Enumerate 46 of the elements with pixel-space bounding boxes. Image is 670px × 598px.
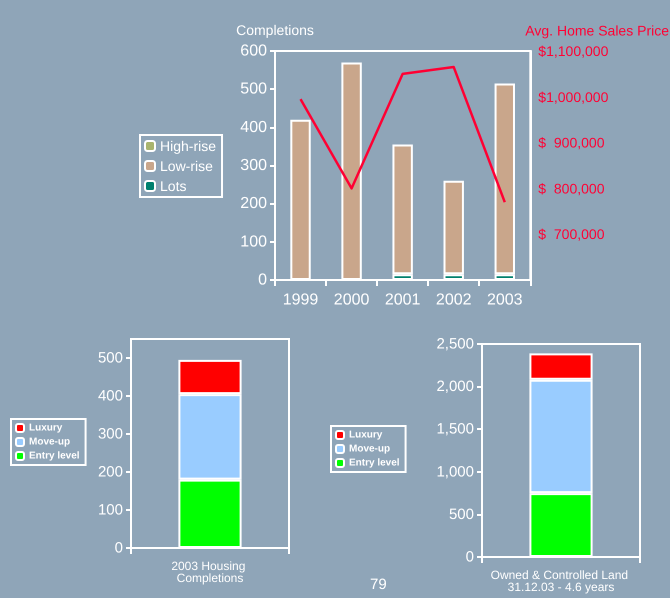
y-tick-label: 500	[98, 350, 123, 366]
legend-label: High-rise	[160, 138, 216, 154]
bar	[341, 62, 362, 280]
y-tick-label: 100	[98, 502, 123, 518]
y2-tick-label: $1,000,000	[538, 88, 609, 105]
y-tick-label: 200	[240, 195, 268, 212]
y-tick-label: 2,000	[436, 378, 474, 396]
y-tick-label: 1,500	[436, 420, 474, 438]
y-tick-label: 500	[448, 506, 474, 523]
x-tick-label: 2001	[384, 292, 421, 308]
y-tick-label: 1,000	[436, 463, 474, 480]
y-tick-label: 100	[240, 233, 268, 250]
x-tick-label: 2003 Housing Completions	[171, 559, 249, 585]
legend-label: Entry level	[349, 458, 400, 468]
y-tick-label: 200	[98, 464, 123, 480]
line-series	[299, 66, 506, 204]
x-tick-label: 2002	[436, 292, 472, 308]
legend-label: Entry level	[29, 450, 80, 462]
legend-label: Lots	[160, 178, 186, 194]
y2-axis-title: Avg. Home Sales Price	[525, 22, 670, 38]
y-tick-label: 500	[240, 80, 268, 98]
x-tick-label: 1999	[282, 292, 318, 308]
y-tick-label: 0	[466, 548, 474, 566]
y-tick-label: 300	[98, 426, 123, 442]
y-tick-label: 600	[240, 42, 268, 60]
y-tick-label: 400	[240, 118, 268, 136]
y2-tick-label: $ 700,000	[538, 226, 605, 242]
y-tick-label: 300	[240, 157, 268, 174]
text: 79	[370, 576, 387, 593]
legend-label: Low-rise	[160, 158, 214, 174]
x-tick-label: Owned & Controlled Land 31.12.03 - 4.6 years	[490, 568, 632, 594]
y-tick-label: 0	[114, 540, 123, 556]
y2-tick-label: $1,100,000	[538, 43, 609, 59]
y-tick-label: 0	[258, 272, 268, 288]
legend-label: Move-up	[29, 436, 70, 448]
y2-tick-label: $ 900,000	[538, 134, 605, 151]
y-axis-title: Completions	[236, 22, 314, 38]
bar	[290, 120, 311, 280]
x-tick-label: 2000	[334, 292, 370, 308]
y-tick-label: 2,500	[436, 336, 474, 352]
y2-tick-label: $ 800,000	[538, 180, 605, 196]
y-tick-label: 400	[98, 388, 123, 404]
legend-label: Luxury	[349, 430, 383, 440]
x-tick-label: 2003	[486, 292, 523, 308]
legend-label: Luxury	[29, 422, 63, 434]
legend-label: Move-up	[349, 444, 390, 454]
